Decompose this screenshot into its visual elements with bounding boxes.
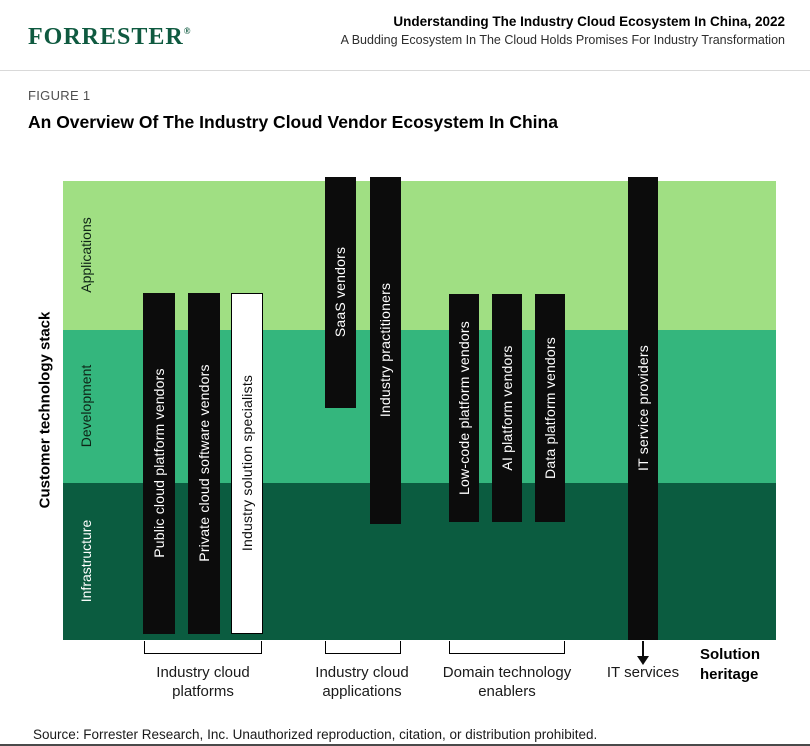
forrester-logo: FORRESTER®	[28, 24, 190, 51]
bracket-industry-cloud-platforms	[144, 641, 262, 654]
band-label-infrastructure: Infrastructure	[78, 519, 94, 603]
bar-saas-vendors	[325, 177, 356, 408]
source-attribution: Source: Forrester Research, Inc. Unautho…	[33, 727, 598, 742]
report-header: Understanding The Industry Cloud Ecosyst…	[341, 14, 785, 47]
y-axis-label: Customer technology stack	[36, 311, 54, 509]
bar-label-ai-platform-vendors: AI platform vendors	[499, 345, 515, 471]
bar-public-cloud-platform-vendors	[143, 293, 175, 634]
bar-industry-solution-specialists	[231, 293, 263, 634]
bar-ai-platform-vendors	[492, 294, 522, 522]
group-label-industry-cloud-platforms: Industry cloud platforms	[156, 664, 250, 700]
bar-label-it-service-providers: IT service providers	[635, 345, 651, 471]
bar-label-low-code-platform-vendors: Low-code platform vendors	[456, 321, 472, 495]
figure-number-label: FIGURE 1	[28, 88, 91, 103]
registered-trademark-symbol: ®	[183, 26, 191, 36]
it-services-arrow-stem	[642, 641, 644, 657]
bar-private-cloud-software-vendors	[188, 293, 220, 634]
group-label-it-services: IT services	[606, 664, 680, 681]
forrester-logo-text: FORRESTER	[28, 24, 184, 50]
report-title: Understanding The Industry Cloud Ecosyst…	[393, 14, 785, 29]
x-axis-label-solution-heritage: Solution heritage	[700, 646, 760, 683]
band-label-development: Development	[78, 364, 94, 448]
header-divider	[0, 70, 810, 71]
bar-low-code-platform-vendors	[449, 294, 479, 522]
bottom-divider	[0, 744, 810, 746]
bar-data-platform-vendors	[535, 294, 565, 522]
bar-it-service-providers	[628, 177, 658, 640]
bar-label-data-platform-vendors: Data platform vendors	[542, 337, 558, 479]
bar-label-public-cloud-platform-vendors: Public cloud platform vendors	[151, 368, 167, 558]
bar-industry-practitioners	[370, 177, 401, 524]
band-label-applications: Applications	[78, 217, 94, 293]
bracket-domain-technology-enablers	[449, 641, 565, 654]
bar-label-industry-practitioners: Industry practitioners	[377, 282, 393, 418]
figure-title: An Overview Of The Industry Cloud Vendor…	[28, 112, 558, 132]
report-subtitle: A Budding Ecosystem In The Cloud Holds P…	[340, 33, 785, 47]
bar-label-industry-solution-specialists: Industry solution specialists	[239, 374, 255, 552]
bracket-industry-cloud-applications	[325, 641, 401, 654]
group-label-domain-technology-enablers: Domain technology enablers	[442, 664, 572, 700]
bar-label-saas-vendors: SaaS vendors	[332, 246, 348, 338]
group-label-industry-cloud-applications: Industry cloud applications	[315, 664, 409, 700]
bar-label-private-cloud-software-vendors: Private cloud software vendors	[196, 364, 212, 562]
it-services-arrow-head	[637, 656, 649, 665]
